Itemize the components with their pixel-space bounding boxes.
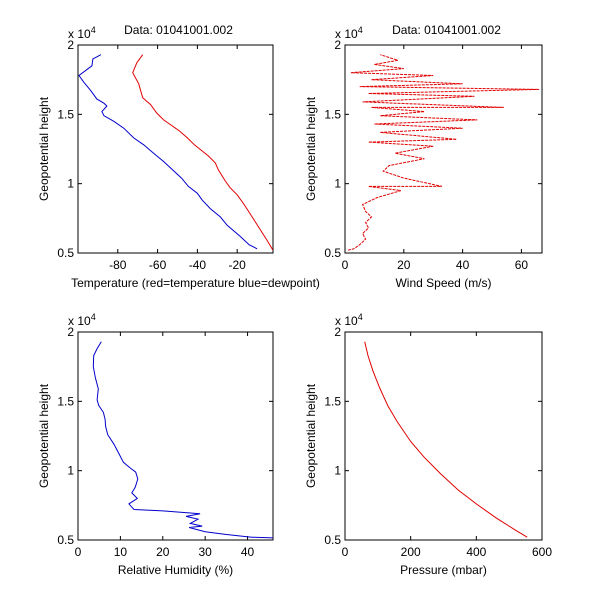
subplot-pres: 0 200 400 600 0.5 1 1.5 2x 104 Pressure (mbar) Ge… bbox=[304, 312, 552, 577]
x-axis-label: Temperature (red=temperature blue=dewpoi… bbox=[71, 276, 320, 290]
subplot-wind: 0 20 40 60 0.5 1 1.5 2x 104 Data: 01041001.002 Wi… bbox=[304, 23, 543, 290]
axes-box bbox=[344, 44, 543, 254]
y-tick-label: 0.5 bbox=[324, 533, 341, 547]
y-exponent-base: x 10 bbox=[68, 27, 91, 41]
x-tick-label: 0 bbox=[342, 258, 349, 272]
y-exponent-power: 4 bbox=[358, 312, 363, 322]
y-exponent-power: 4 bbox=[91, 312, 96, 322]
x-axis-label: Relative Humidity (%) bbox=[118, 563, 233, 577]
y-exponent-label: x 104 bbox=[68, 312, 96, 328]
x-tick-label: 400 bbox=[466, 545, 486, 559]
y-exponent-power: 4 bbox=[358, 25, 363, 35]
y-tick-label: 1.5 bbox=[324, 107, 341, 121]
y-tick-label: 0.5 bbox=[57, 246, 74, 260]
y-axis-label: Geopotential height bbox=[304, 383, 318, 488]
axes-box bbox=[77, 331, 274, 541]
chart-title: Data: 01041001.002 bbox=[392, 23, 501, 37]
y-exponent-label: x 104 bbox=[335, 312, 363, 328]
x-tick-label: 60 bbox=[515, 258, 529, 272]
y-tick-label: 2 bbox=[67, 325, 74, 339]
x-tick-label: 0 bbox=[342, 545, 349, 559]
y-axis-label: Geopotential height bbox=[304, 96, 318, 201]
y-tick-label: 1.5 bbox=[57, 394, 74, 408]
y-tick-label: 1 bbox=[334, 177, 341, 191]
y-tick-label: 1 bbox=[67, 177, 74, 191]
y-exponent-label: x 104 bbox=[68, 25, 96, 41]
y-exponent-base: x 10 bbox=[335, 27, 358, 41]
subplot-rh: 0 10 20 30 40 0.5 1 1.5 2x 104 Relative Humidity … bbox=[37, 312, 274, 577]
series-line-pressure bbox=[364, 341, 528, 538]
x-axis-label: Wind Speed (m/s) bbox=[395, 276, 491, 290]
x-axis-label: Pressure (mbar) bbox=[400, 563, 487, 577]
x-tick-label: 40 bbox=[456, 258, 470, 272]
x-tick-label: 30 bbox=[198, 545, 212, 559]
y-tick-label: 2 bbox=[334, 38, 341, 52]
axes-box bbox=[77, 44, 274, 254]
y-exponent-base: x 10 bbox=[68, 314, 91, 328]
series-line-dewpoint bbox=[78, 54, 258, 250]
x-tick-label: 10 bbox=[114, 545, 128, 559]
y-tick-label: 1 bbox=[334, 464, 341, 478]
x-tick-label: -20 bbox=[229, 258, 247, 272]
y-exponent-label: x 104 bbox=[335, 25, 363, 41]
subplot-temp: -80 -60 -40 -20 0.5 1 1.5 2x 104 Data: 01041001.… bbox=[37, 23, 320, 290]
y-tick-label: 1.5 bbox=[324, 394, 341, 408]
x-tick-label: 20 bbox=[397, 258, 411, 272]
series-line-temperature bbox=[132, 54, 273, 251]
x-tick-label: -40 bbox=[189, 258, 207, 272]
y-tick-label: 0.5 bbox=[324, 246, 341, 260]
axes-box bbox=[344, 331, 543, 541]
y-tick-label: 1.5 bbox=[57, 107, 74, 121]
y-tick-label: 1 bbox=[67, 464, 74, 478]
y-tick-label: 2 bbox=[67, 38, 74, 52]
x-tick-label: -80 bbox=[109, 258, 127, 272]
y-tick-label: 0.5 bbox=[57, 533, 74, 547]
y-exponent-power: 4 bbox=[91, 25, 96, 35]
y-exponent-base: x 10 bbox=[335, 314, 358, 328]
chart-title: Data: 01041001.002 bbox=[124, 23, 233, 37]
y-axis-label: Geopotential height bbox=[37, 96, 51, 201]
x-tick-label: 600 bbox=[532, 545, 552, 559]
x-tick-label: 0 bbox=[75, 545, 82, 559]
x-tick-label: 20 bbox=[156, 545, 170, 559]
series-line-relative-humidity bbox=[92, 341, 273, 539]
x-tick-label: -60 bbox=[149, 258, 167, 272]
x-tick-label: 200 bbox=[401, 545, 421, 559]
y-tick-label: 2 bbox=[334, 325, 341, 339]
x-tick-label: 40 bbox=[241, 545, 255, 559]
y-axis-label: Geopotential height bbox=[37, 383, 51, 488]
series-line-wind-speed bbox=[347, 54, 540, 251]
